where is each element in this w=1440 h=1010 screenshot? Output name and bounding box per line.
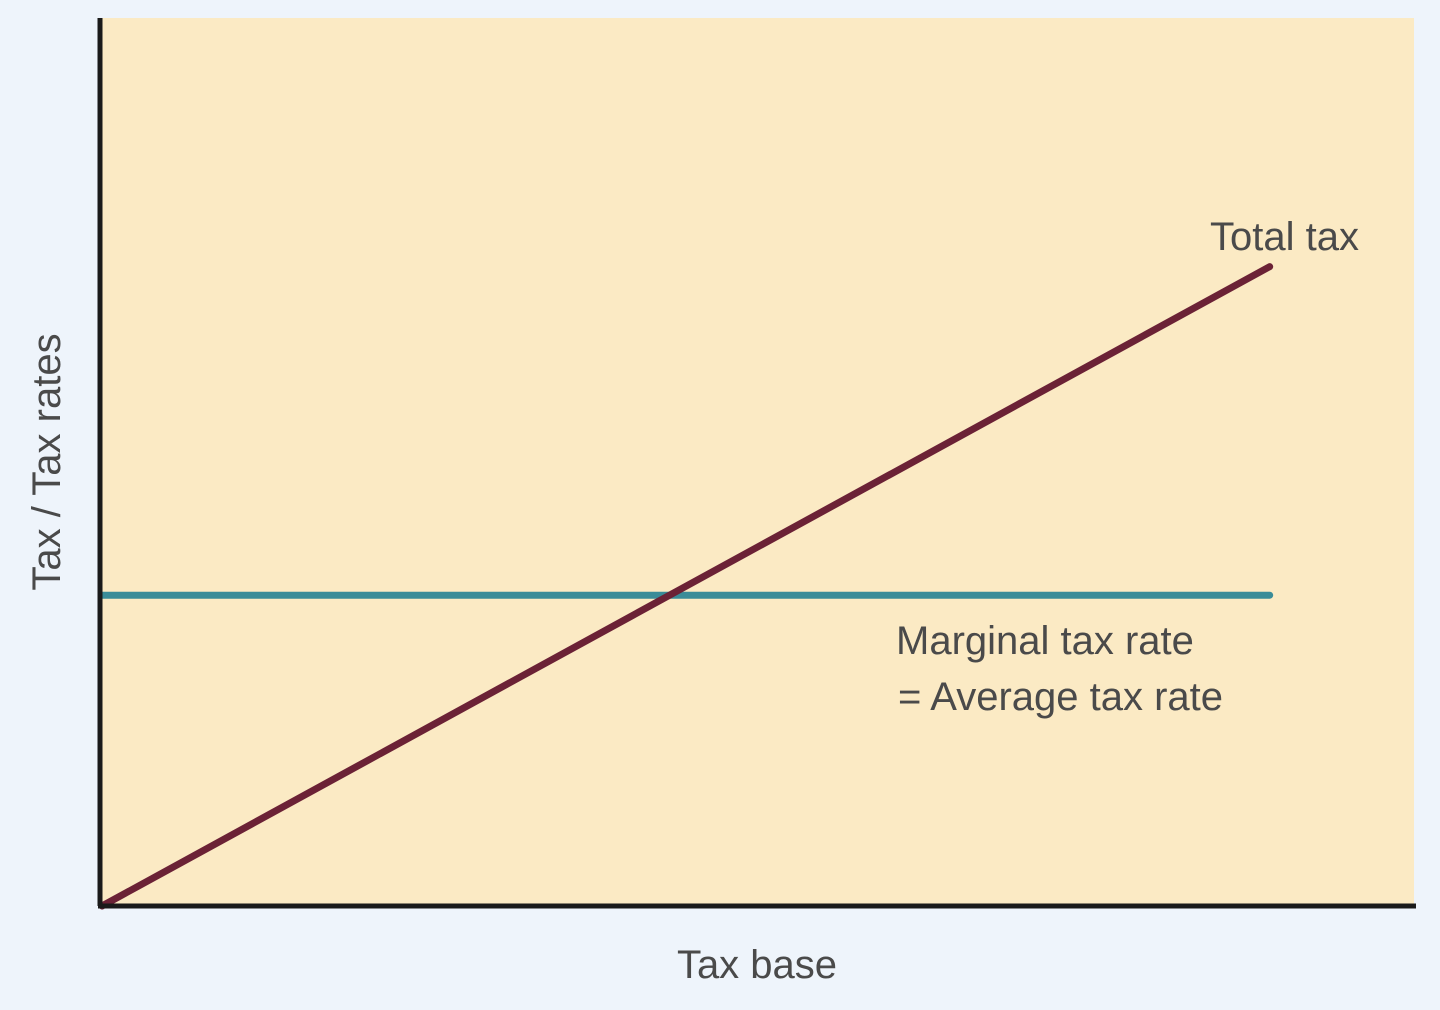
x-axis-label: Tax base <box>677 943 837 987</box>
y-axis-label: Tax / Tax rates <box>25 333 69 590</box>
annotation-average-tax-rate: = Average tax rate <box>898 675 1223 719</box>
annotation-marginal-tax-rate: Marginal tax rate <box>896 619 1194 663</box>
plot-area-background <box>100 18 1414 906</box>
series-layer <box>98 263 1274 910</box>
series-total-tax-line <box>98 263 1274 910</box>
annotation-total-tax: Total tax <box>1210 215 1359 259</box>
